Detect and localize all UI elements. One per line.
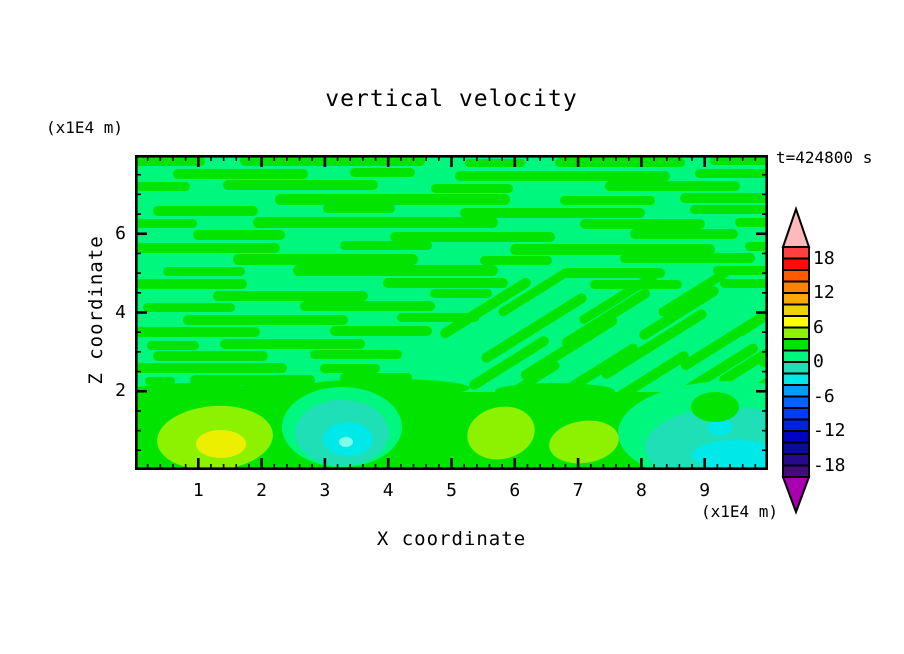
x-tick-label-4: 4 <box>382 480 394 501</box>
colorbar-band--12--10 <box>782 418 810 432</box>
colorbar-band--10--8 <box>782 407 810 421</box>
colorbar-band--18--16 <box>782 453 810 467</box>
x-tick-label-8: 8 <box>635 480 647 501</box>
x-axis-units-label: (x1E4 m) <box>700 502 778 521</box>
updraft-cell-2 <box>467 406 535 460</box>
colorbar-band-18-20 <box>782 246 810 260</box>
colorbar-band-14-16 <box>782 269 810 283</box>
colorbar-band-4-6 <box>782 326 810 340</box>
z-tick-label-2: 2 <box>115 380 126 402</box>
colorbar-band--2-0 <box>782 361 810 375</box>
x-tick-label-9: 9 <box>699 480 711 501</box>
downdraft-spot-right <box>708 418 732 436</box>
colorbar-band-12-14 <box>782 280 810 294</box>
x-axis-title: X coordinate <box>376 528 527 550</box>
timestamp-label: t=424800 s <box>776 148 873 167</box>
colorbar-label-6: 6 <box>813 316 824 338</box>
downdraft-minimum-spot <box>339 437 353 447</box>
colorbar-band-8-10 <box>782 303 810 317</box>
colorbar-band--6--4 <box>782 384 810 398</box>
colorbar-band--14--12 <box>782 430 810 444</box>
x-tick-label-3: 3 <box>319 480 331 501</box>
downdraft-core-right <box>692 440 768 470</box>
colorbar-band--20--18 <box>782 464 810 478</box>
contour-plot <box>135 155 768 470</box>
colorbar-band-0-2 <box>782 349 810 363</box>
colorbar-label-0: 0 <box>813 351 824 372</box>
colorbar-band-6-8 <box>782 315 810 329</box>
z-tick-label-4: 4 <box>115 301 126 323</box>
colorbar-under-arrow <box>781 476 811 515</box>
z-tick-label-6: 6 <box>115 222 126 244</box>
updraft-cell-3 <box>549 420 619 464</box>
colorbar-over-arrow <box>781 205 811 248</box>
x-tick-label-6: 6 <box>509 480 521 501</box>
lower-layer-cells <box>157 381 768 470</box>
x-tick-label-7: 7 <box>572 480 584 501</box>
x-tick-label-2: 2 <box>256 480 268 501</box>
x-tick-label-1: 1 <box>192 480 204 501</box>
colorbar-label-12: 12 <box>813 282 835 303</box>
embedded-updraft-patch <box>691 392 739 422</box>
updraft-maximum-core <box>196 430 246 458</box>
colorbar-label--12: -12 <box>813 420 846 441</box>
x-tick-label-5: 5 <box>446 480 457 501</box>
colorbar-label-18: 18 <box>813 247 835 269</box>
colorbar-band-10-12 <box>782 292 810 306</box>
chart-title: vertical velocity <box>325 86 578 112</box>
plot-frame <box>135 155 768 470</box>
colorbar-band-2-4 <box>782 338 810 352</box>
colorbar-label--6: -6 <box>813 385 835 407</box>
colorbar-band--16--14 <box>782 441 810 455</box>
colorbar-label--18: -18 <box>813 454 846 476</box>
colorbar <box>781 205 811 515</box>
colorbar-band--8--6 <box>782 395 810 409</box>
y-axis-units-label: (x1E4 m) <box>46 118 124 137</box>
colorbar-band--4--2 <box>782 372 810 386</box>
colorbar-band-16-18 <box>782 257 810 271</box>
